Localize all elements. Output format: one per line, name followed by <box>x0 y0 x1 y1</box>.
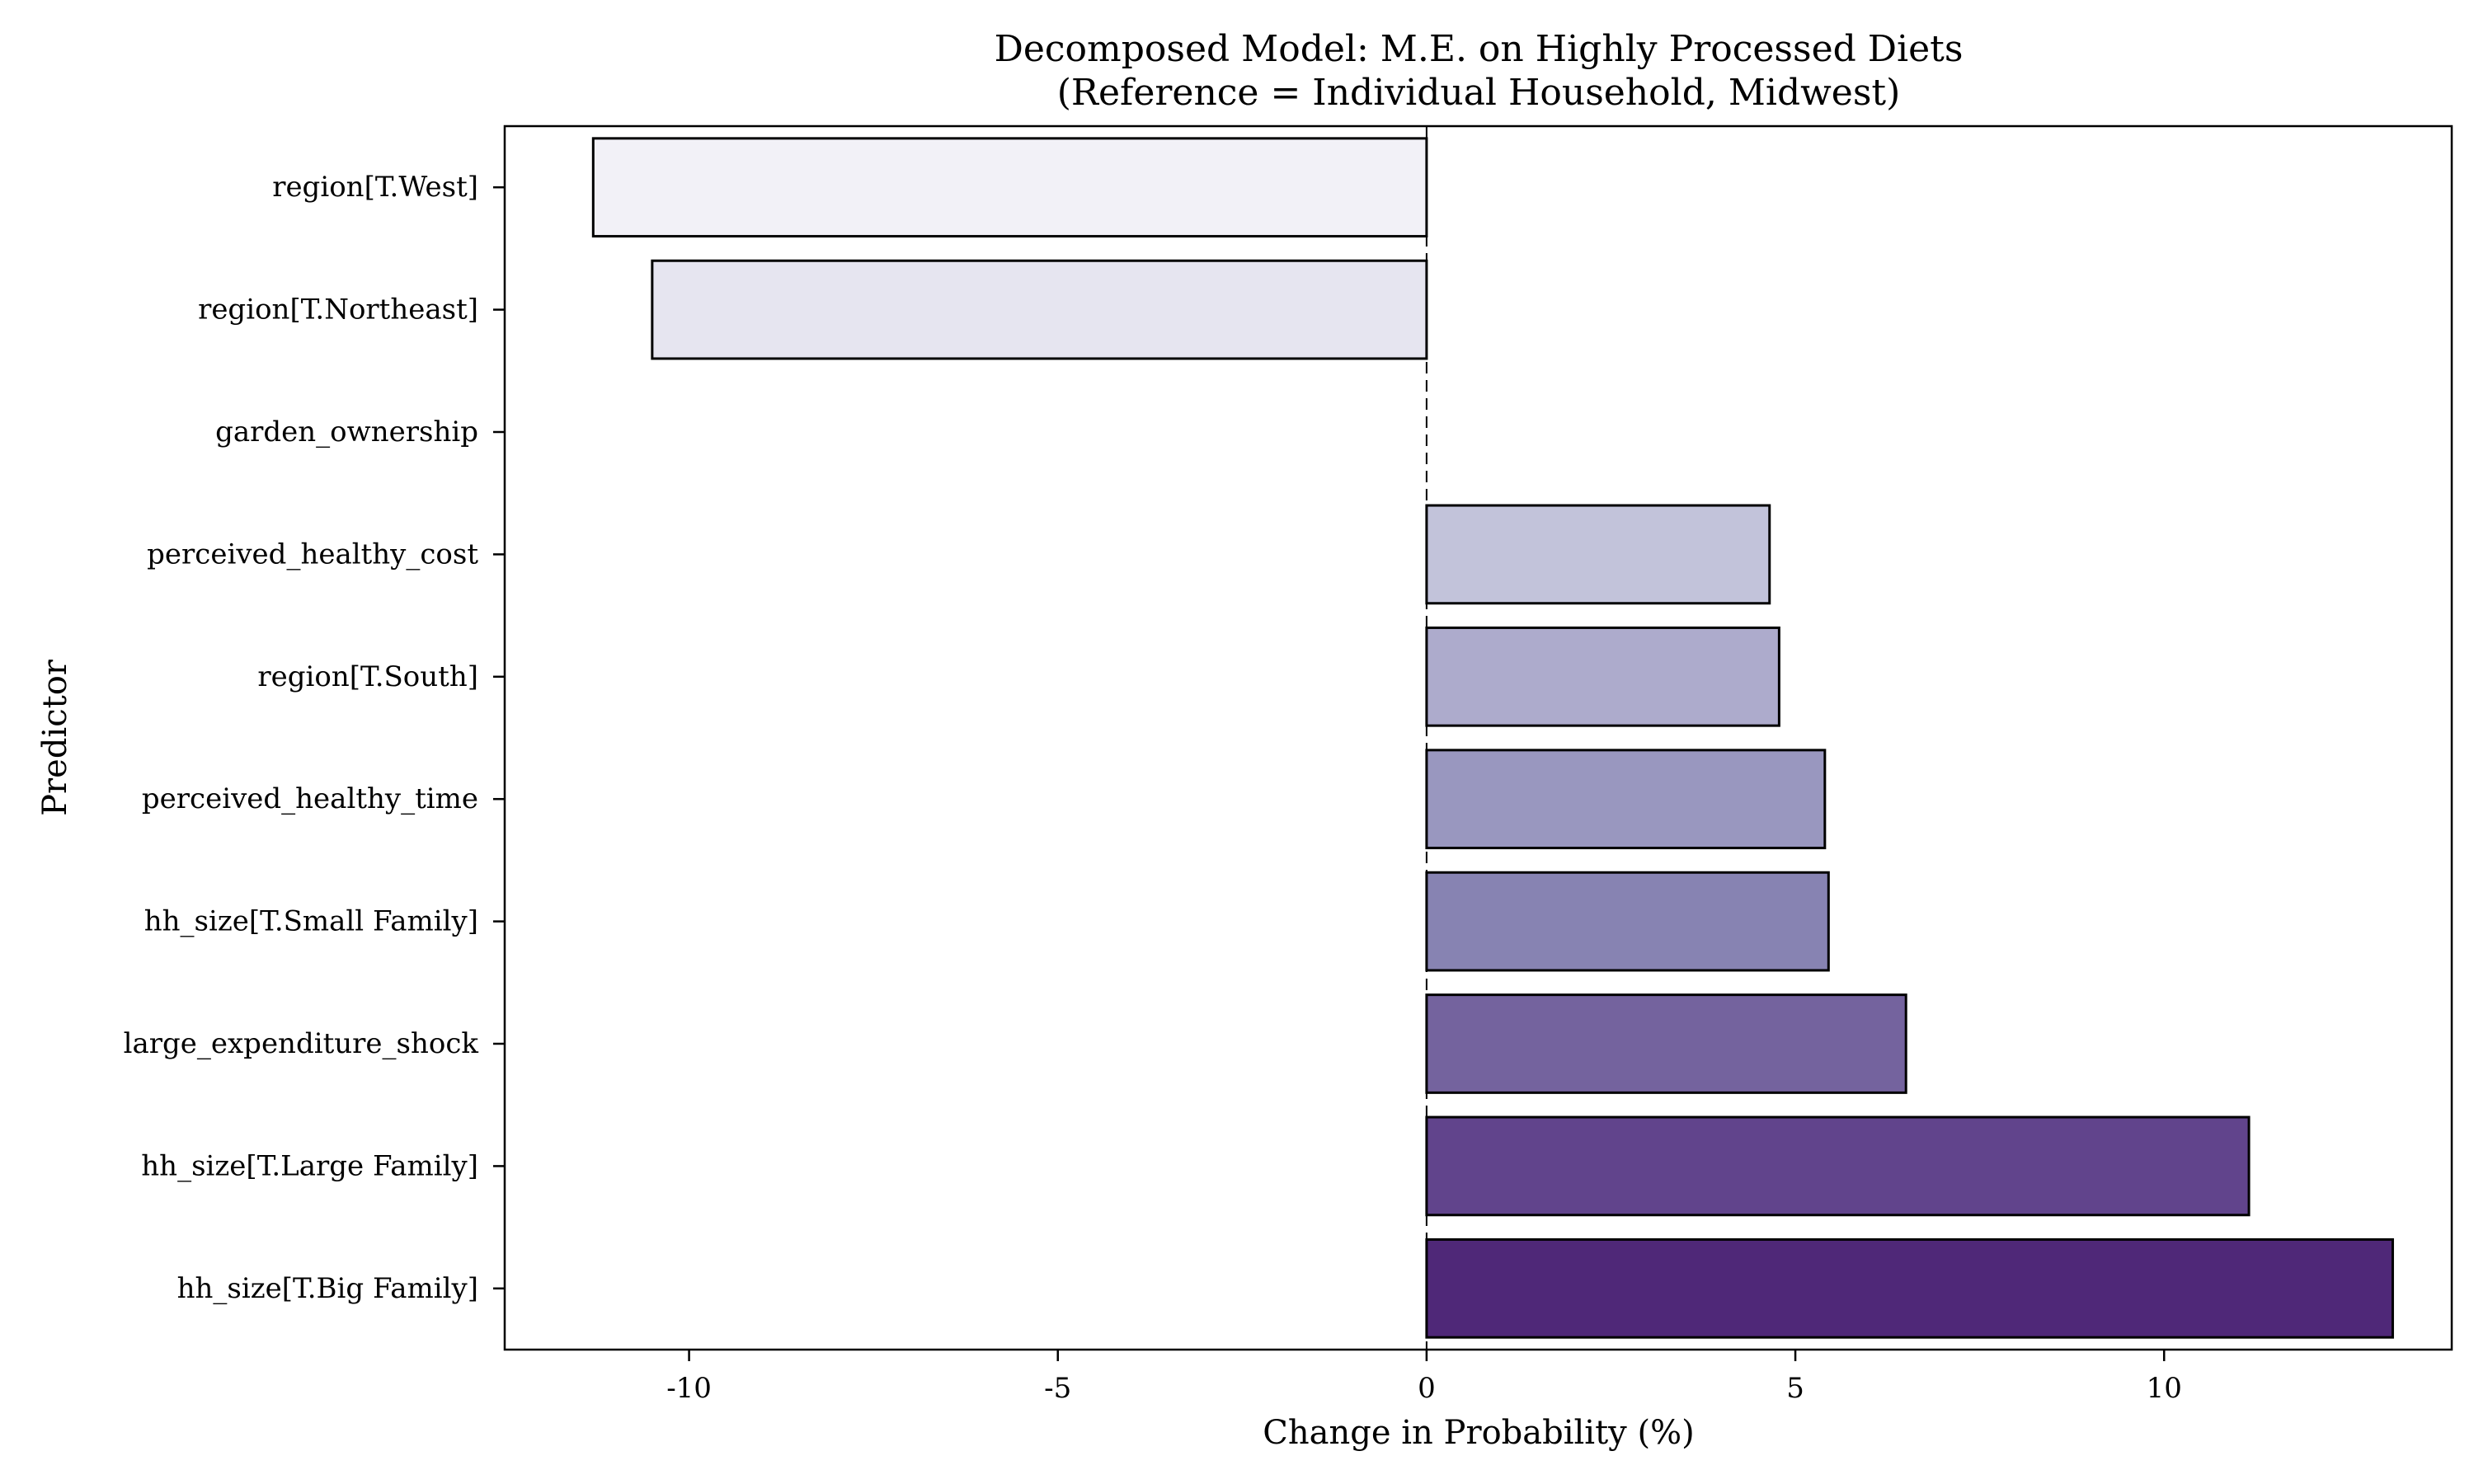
x-tick-label: 0 <box>1418 1372 1436 1405</box>
y-tick-label: perceived_healthy_cost <box>147 538 478 571</box>
bar-region-t-south <box>1425 626 1780 727</box>
y-tick-label: region[T.Northeast] <box>198 294 478 326</box>
y-tick-label: hh_size[T.Big Family] <box>177 1272 478 1305</box>
y-axis-label: Predictor <box>36 659 74 816</box>
chart-title: Decomposed Model: M.E. on Highly Process… <box>995 28 1964 70</box>
y-tick-label: garden_ownership <box>215 416 478 448</box>
x-tick-label: 5 <box>1786 1372 1804 1405</box>
x-tick-layer: -10 -5 0 5 10 <box>666 1350 2182 1405</box>
y-tick-label: hh_size[T.Large Family] <box>141 1149 478 1182</box>
bar-hh-size-t-large-family <box>1425 1115 2251 1217</box>
bar-region-t-northeast <box>651 259 1428 360</box>
bar-perceived-healthy-cost <box>1425 504 1771 605</box>
y-tick-label: region[T.South] <box>257 660 478 693</box>
bar-hh-size-t-big-family <box>1425 1237 2394 1339</box>
bar-hh-size-t-small-family <box>1425 871 1830 972</box>
x-tick-label: -10 <box>666 1372 712 1405</box>
chart-subtitle: (Reference = Individual Household, Midwe… <box>1057 72 1901 114</box>
y-tick-layer: region[T.West] region[T.Northeast] garden_… <box>124 171 505 1305</box>
bars-layer <box>591 137 2394 1339</box>
y-tick-label: large_expenditure_shock <box>124 1027 479 1060</box>
plot-area-frame <box>503 124 2453 1351</box>
x-axis-label: Change in Probability (%) <box>1263 1414 1694 1452</box>
bar-large-expenditure-shock <box>1425 993 1907 1094</box>
y-tick-label: region[T.West] <box>272 171 478 204</box>
bar-perceived-healthy-time <box>1425 749 1827 850</box>
x-tick-label: -5 <box>1044 1372 1071 1405</box>
x-tick-label: 10 <box>2147 1372 2182 1405</box>
bar-region-t-west <box>591 137 1428 238</box>
y-tick-label: hh_size[T.Small Family] <box>144 905 478 938</box>
y-tick-label: perceived_healthy_time <box>142 782 478 815</box>
